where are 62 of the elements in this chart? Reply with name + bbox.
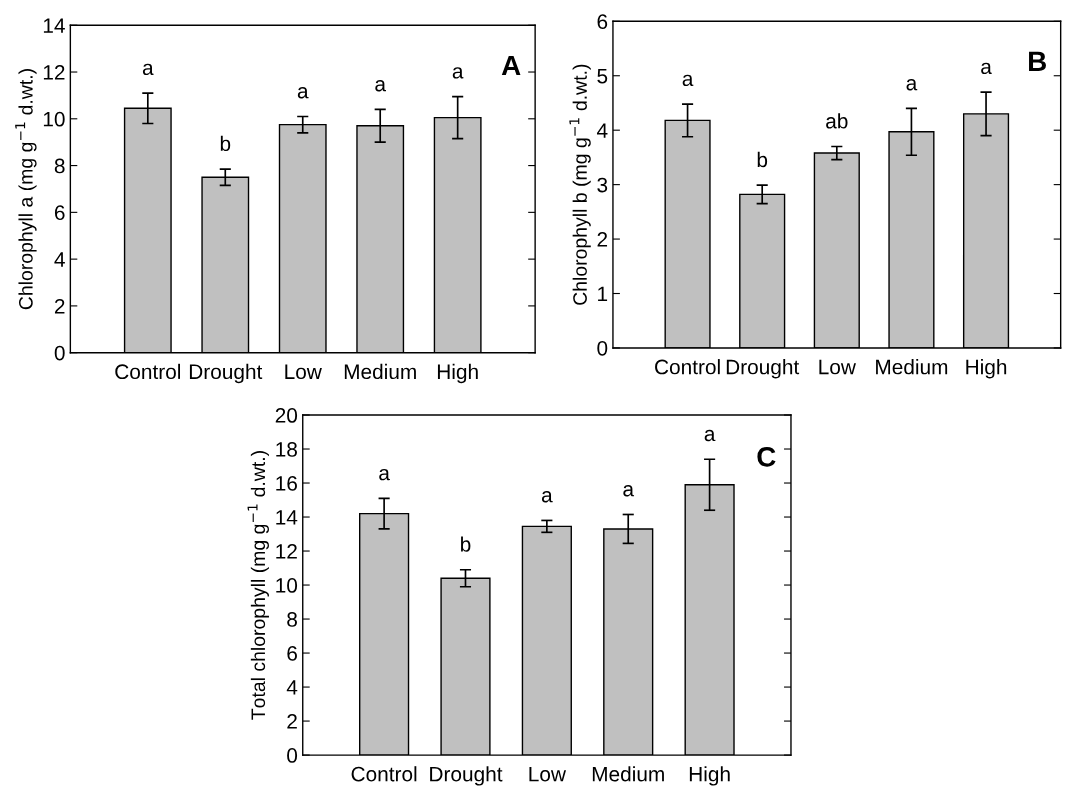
x-tick-label: Drought (726, 359, 800, 379)
y-tick-label: 14 (43, 18, 65, 33)
annotation: b (461, 536, 471, 552)
annotation: B (1029, 51, 1046, 71)
x-tick-label: Low (819, 359, 856, 375)
y-tick-label: 10 (276, 578, 298, 593)
y-tick-label: 3 (597, 177, 608, 193)
y-tick-label: 6 (287, 646, 297, 661)
y-tick-label: 2 (597, 232, 608, 247)
y-tick-label: 8 (287, 612, 297, 627)
annotation: a (541, 491, 553, 503)
y-tick-label: 2 (287, 714, 297, 729)
y-tick-label: 8 (54, 158, 65, 174)
y-tick-label: 6 (54, 205, 65, 221)
y-tick-label: 4 (54, 252, 65, 267)
x-tick-label: High (689, 766, 730, 786)
x-tick-label: High (966, 359, 1007, 379)
x-tick-label: Low (529, 766, 567, 782)
y-tick-label: 12 (43, 65, 65, 80)
annotation: a (375, 80, 386, 92)
y-tick-label: 18 (276, 442, 297, 457)
annotation: a (142, 63, 154, 76)
annotation: C (757, 447, 776, 467)
y-tick-label: 20 (275, 408, 298, 423)
annotation: a (452, 67, 464, 79)
y-tick-label: 1 (598, 286, 608, 302)
x-tick-label: High (437, 363, 478, 384)
x-tick-label: Control (655, 359, 720, 375)
x-tick-label: Drought (189, 363, 263, 384)
y-tick-label: 14 (276, 510, 298, 525)
y-tick-label: 0 (54, 345, 65, 361)
x-tick-label: Control (115, 363, 181, 380)
annotation: ab (826, 113, 848, 129)
x-tick-label: Medium (592, 766, 664, 782)
x-tick-label: Control (351, 766, 417, 782)
y-tick-label: 0 (287, 748, 298, 763)
y-tick-label: 12 (276, 544, 297, 559)
y-tick-label: 4 (596, 123, 608, 138)
annotation: a (379, 468, 390, 481)
x-tick-label: Drought (430, 766, 503, 786)
annotation: a (682, 74, 694, 87)
y-tick-label: 10 (43, 111, 65, 127)
y-axis-title: Chlorophyll b (mg g$^{−1}$ d.wt.) (569, 64, 591, 305)
y-tick-label: 5 (597, 68, 608, 84)
y-tick-label: 0 (597, 340, 608, 356)
annotation: A (501, 55, 521, 75)
x-tick-label: Medium (876, 359, 948, 375)
y-tick-label: 16 (276, 476, 297, 491)
annotation: a (704, 429, 716, 442)
annotation: a (981, 62, 992, 75)
annotation: a (297, 87, 309, 99)
annotation: b (220, 135, 231, 152)
y-tick-label: 2 (54, 298, 65, 314)
y-tick-label: 6 (597, 14, 608, 30)
annotation: a (906, 78, 918, 91)
annotation: a (623, 485, 635, 497)
x-tick-label: Low (285, 364, 322, 380)
y-axis-title: Total chlorophyll (mg g$^{−1}$ d.wt.) (247, 451, 269, 720)
annotation: b (757, 151, 768, 168)
y-tick-label: 4 (286, 680, 298, 695)
x-tick-label: Medium (344, 363, 416, 380)
y-axis-title: Chlorophyll a (mg g$^{−1}$ d.wt.) (15, 69, 37, 310)
